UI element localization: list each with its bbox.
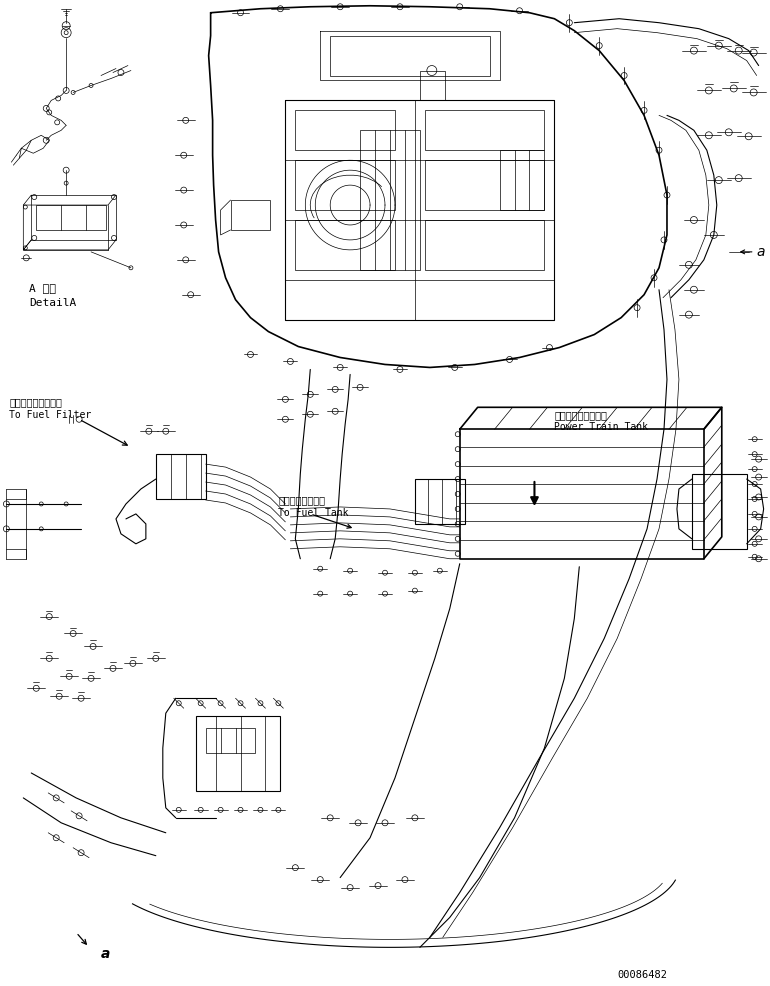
Text: DetailA: DetailA — [29, 298, 76, 308]
Text: フェエルタンクへ: フェエルタンクへ — [279, 494, 326, 505]
Text: To Fuel Tank: To Fuel Tank — [279, 508, 349, 518]
Bar — [425, 161, 544, 211]
Bar — [206, 729, 256, 753]
Bar — [296, 161, 395, 211]
Text: 00086482: 00086482 — [618, 969, 667, 979]
Text: パワートレンタンク: パワートレンタンク — [554, 410, 608, 420]
Bar — [425, 221, 544, 270]
Bar — [500, 151, 544, 211]
Text: フェエルフィルタへ: フェエルフィルタへ — [9, 397, 62, 407]
Bar — [230, 201, 270, 231]
Text: To Fuel Filter: To Fuel Filter — [9, 410, 92, 420]
Bar — [296, 111, 395, 151]
Bar — [415, 479, 465, 525]
Text: a: a — [757, 245, 765, 258]
Bar — [36, 206, 106, 231]
Bar — [692, 474, 747, 549]
Bar — [296, 221, 395, 270]
Bar — [196, 717, 280, 791]
Text: a: a — [101, 947, 110, 960]
Bar — [360, 131, 420, 270]
Text: A 詳細: A 詳細 — [29, 282, 56, 293]
Bar — [330, 36, 490, 77]
Bar — [156, 455, 206, 500]
Text: Power Train Tank: Power Train Tank — [554, 422, 648, 432]
Bar — [425, 111, 544, 151]
